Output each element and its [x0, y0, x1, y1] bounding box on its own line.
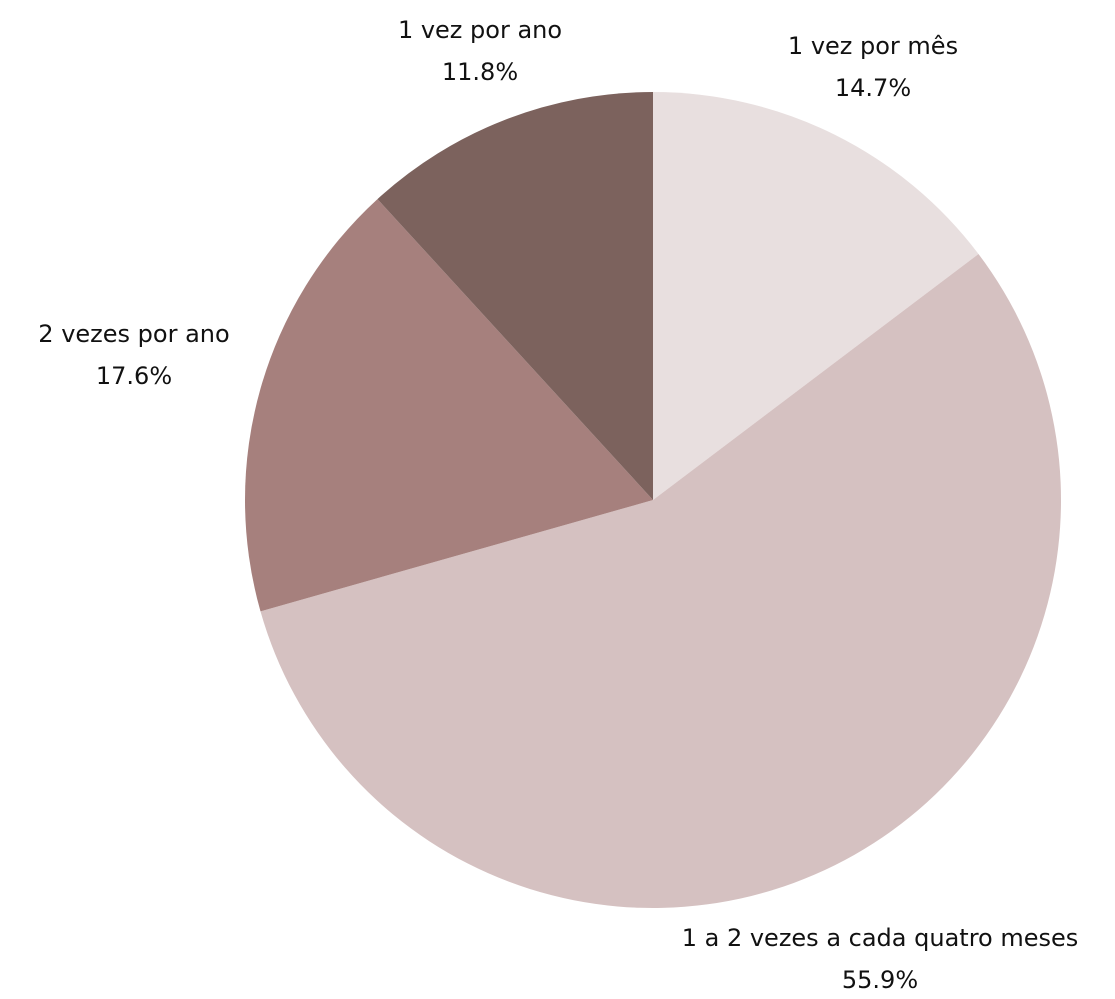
pie-slice-1-vez-por-mes: [653, 92, 979, 500]
pie-slice-2-vezes-por-ano: [244, 199, 653, 612]
slice-value-1-vez-por-ano: 11.8%: [442, 58, 518, 86]
pie-labels: 1 vez por mês 14.7% 1 a 2 vezes a cada q…: [38, 16, 1078, 994]
slice-label-1-vez-por-ano: 1 vez por ano: [398, 16, 562, 44]
pie-slice-1-vez-por-ano: [377, 92, 653, 500]
slice-label-1-a-2-vezes-a-cada-quatro-meses: 1 a 2 vezes a cada quatro meses: [682, 924, 1079, 952]
slice-value-2-vezes-por-ano: 17.6%: [96, 362, 172, 390]
pie-slices: [244, 92, 1061, 908]
slice-label-2-vezes-por-ano: 2 vezes por ano: [38, 320, 229, 348]
slice-value-1-vez-por-mes: 14.7%: [835, 74, 911, 102]
slice-label-1-vez-por-mes: 1 vez por mês: [788, 32, 958, 60]
pie-slice-1-a-2-vezes-a-cada-quatro-meses: [260, 254, 1061, 908]
slice-value-1-a-2-vezes-a-cada-quatro-meses: 55.9%: [842, 966, 918, 994]
